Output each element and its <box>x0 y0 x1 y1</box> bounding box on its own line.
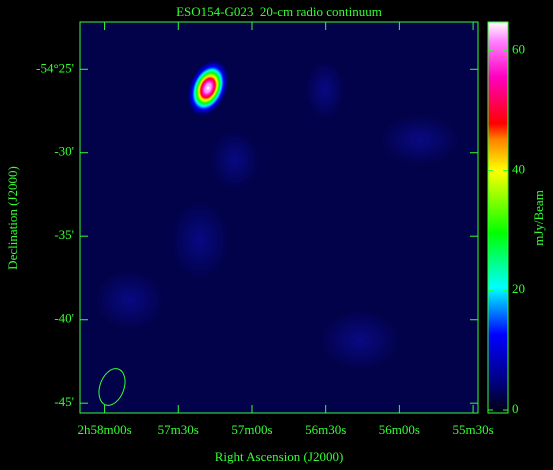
background-structure <box>95 60 460 370</box>
y-tick-label: -40' <box>54 311 74 326</box>
colorbar-tick-label: 60 <box>512 42 525 57</box>
beam <box>98 368 126 406</box>
y-tick-label: -35' <box>54 227 74 242</box>
image-background <box>80 22 478 413</box>
chart-title: ESO154-G023 20-cm radio continuum <box>176 4 382 19</box>
x-tick-label: 55m30s <box>453 422 494 437</box>
colorbar-label: mJy/Beam <box>531 190 546 246</box>
source <box>186 59 230 117</box>
x-tick-label: 57m00s <box>231 422 272 437</box>
y-tick-label: -30' <box>54 144 74 159</box>
frame <box>79 21 479 414</box>
x-tick-label: 57m30s <box>158 422 199 437</box>
colorbar <box>487 21 509 414</box>
colorbar-tick-label: 40 <box>512 161 525 176</box>
x-axis-label: Right Ascension (J2000) <box>215 449 344 464</box>
x-tick-label: 56m00s <box>379 422 420 437</box>
y-tick-label: -45' <box>54 394 74 409</box>
x-tick-label: 2h58m00s <box>77 422 131 437</box>
y-axis-label: Declination (J2000) <box>5 166 20 270</box>
y-tick-label: -54°25' <box>36 60 74 75</box>
colorbar-tick-label: 0 <box>512 401 519 416</box>
colorbar-tick-label: 20 <box>512 281 525 296</box>
x-tick-label: 56m30s <box>305 422 346 437</box>
source-peak <box>206 86 210 90</box>
